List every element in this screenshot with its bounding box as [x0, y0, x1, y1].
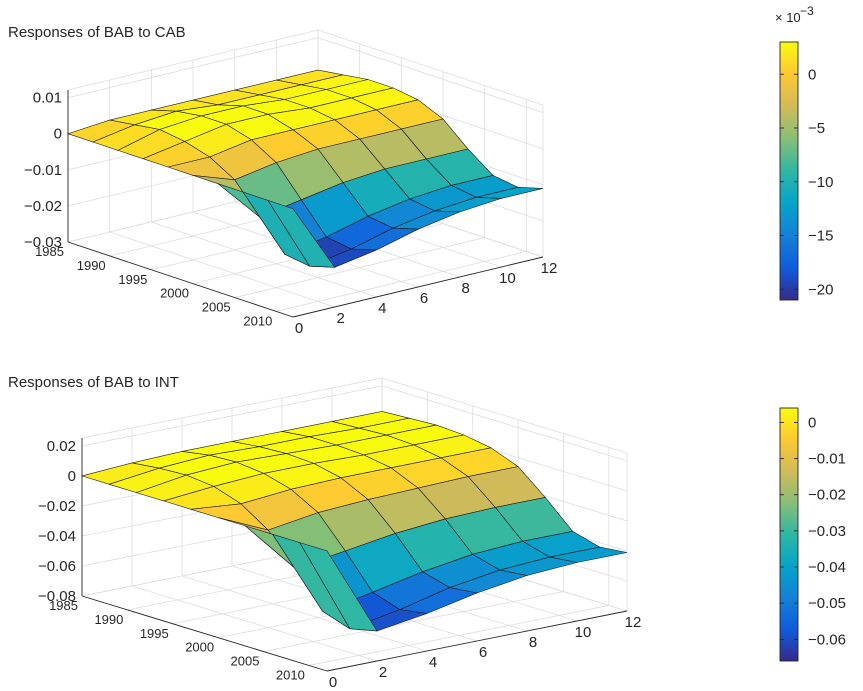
gridline — [181, 575, 428, 652]
y-tick-label: 12 — [625, 614, 642, 631]
colorbar-tick-label: 0 — [808, 414, 816, 431]
y-tick-label: 8 — [461, 280, 469, 297]
y-tick-label: 6 — [479, 644, 487, 661]
x-tick-label: 1995 — [140, 626, 169, 641]
colorbar-tick-label: −0.01 — [808, 451, 846, 468]
y-tick-label: 6 — [420, 290, 428, 307]
y-tick-label: 2 — [336, 310, 344, 327]
chart-title: Responses of BAB to CAB — [8, 24, 186, 41]
box-edge — [81, 377, 383, 439]
x-tick-label: 2005 — [231, 654, 260, 669]
y-axis-line — [292, 256, 544, 318]
colorbar-ticks: 0 −5 −10 −15 −20 — [780, 66, 833, 298]
z-tick-label: −0.02 — [38, 498, 76, 515]
z-tick-label: 0.02 — [47, 438, 76, 455]
x-tick-label: 1990 — [77, 258, 106, 273]
chart-int: Responses of BAB to INT 0.02 0 −0.02 −0.04 −… — [8, 374, 846, 691]
colorbar-frame — [779, 407, 799, 662]
x-axis-line — [81, 595, 328, 672]
x-tick-label: 1985 — [35, 244, 64, 259]
colorbar-tick-label: −0.05 — [808, 595, 846, 612]
colorbar-bar — [780, 408, 798, 661]
chart-surface — [67, 69, 544, 268]
box-edge — [381, 377, 628, 454]
z-tick-label: −0.06 — [38, 558, 76, 575]
y-tick-label: 2 — [379, 664, 387, 681]
y-tick-label: 0 — [329, 674, 337, 691]
gridline — [317, 37, 544, 113]
x-tick-label: 2010 — [276, 667, 305, 682]
box-edge — [317, 29, 544, 106]
colorbar-ticks: 0 −0.01 −0.02 −0.03 −0.04 −0.05 −0.06 — [780, 414, 846, 648]
colorbar-multiplier: × 10 — [775, 10, 801, 25]
z-tick-label: −0.02 — [24, 198, 62, 215]
box-edge — [67, 29, 319, 91]
colorbar: 0 −0.01 −0.02 −0.03 −0.04 −0.05 −0.06 — [779, 407, 846, 662]
gridline — [131, 585, 378, 662]
z-tick-label: −0.04 — [38, 528, 76, 545]
chart-surface — [80, 411, 628, 632]
y-tick-label: 4 — [378, 300, 386, 317]
chart-axes — [81, 438, 628, 672]
chart-axes — [67, 90, 544, 318]
gridline — [381, 385, 628, 462]
z-tick-label: −0.08 — [38, 588, 76, 605]
y-tick-label: 4 — [429, 654, 437, 671]
x-tick-label: 2010 — [243, 313, 272, 328]
x-tick-label: 2000 — [160, 286, 189, 301]
x-tick-label: 2005 — [202, 300, 231, 315]
colorbar-tick-label: −5 — [808, 120, 825, 137]
colorbar-tick-label: −15 — [808, 228, 833, 245]
z-tick-label: 0 — [54, 126, 62, 143]
colorbar-multiplier-exponent: −3 — [800, 4, 814, 18]
z-tick-label: −0.01 — [24, 162, 62, 179]
chart-cab: Responses of BAB to CAB 0.01 0 −0.01 −0.02 −… — [8, 4, 833, 337]
surface-patch — [267, 199, 336, 268]
chart-title: Responses of BAB to INT — [8, 374, 179, 391]
colorbar-tick-label: 0 — [808, 66, 816, 83]
y-tick-label: 0 — [295, 320, 303, 337]
colorbar: 0 −5 −10 −15 −20 × 10 −3 — [775, 4, 833, 301]
colorbar-tick-label: −0.03 — [808, 523, 846, 540]
colorbar-tick-label: −0.02 — [808, 487, 846, 504]
gridline — [109, 231, 335, 308]
z-tick-label: 0 — [68, 468, 76, 485]
colorbar-tick-label: −20 — [808, 281, 833, 298]
colorbar-tick-label: −0.04 — [808, 559, 846, 576]
colorbar-tick-label: −0.06 — [808, 631, 846, 648]
colorbar-tick-label: −10 — [808, 174, 833, 191]
gridline — [151, 221, 377, 298]
x-tick-label: 1990 — [94, 612, 123, 627]
x-tick-label: 1995 — [118, 272, 147, 287]
y-axis-line — [326, 610, 628, 672]
x-tick-label: 2000 — [185, 640, 214, 655]
y-tick-label: 10 — [575, 624, 592, 641]
x-axis-line — [67, 241, 294, 318]
z-tick-label: −0.03 — [24, 234, 62, 251]
surface-patch — [299, 542, 378, 632]
y-tick-label: 10 — [499, 270, 516, 287]
colorbar-bar — [780, 42, 798, 300]
colorbar-frame — [779, 41, 799, 301]
y-tick-label: 8 — [529, 634, 537, 651]
z-tick-label: 0.01 — [33, 90, 62, 107]
y-tick-label: 12 — [541, 260, 558, 277]
x-tick-label: 1985 — [49, 598, 78, 613]
